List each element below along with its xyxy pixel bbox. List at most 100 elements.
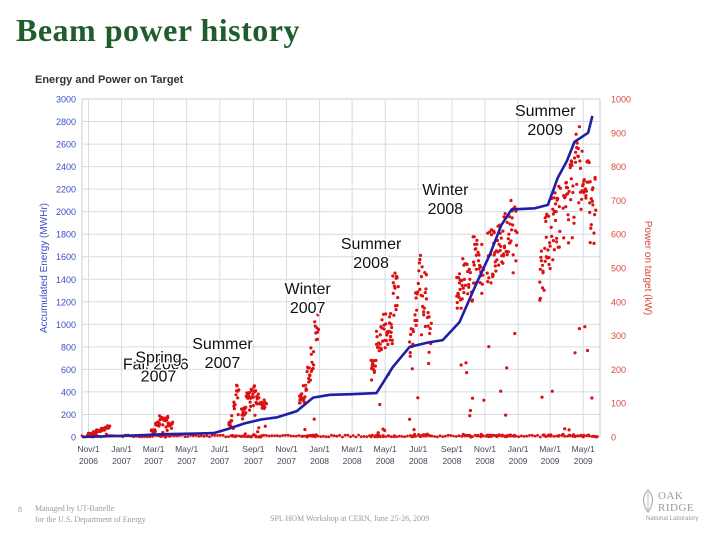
power-point bbox=[330, 433, 333, 437]
x-tick-label-line-1: Jan/1 bbox=[508, 444, 529, 454]
power-point bbox=[513, 331, 517, 336]
power-point bbox=[544, 219, 548, 224]
power-point bbox=[253, 413, 257, 417]
power-point bbox=[474, 247, 478, 251]
y-tick-label: 1600 bbox=[56, 252, 76, 262]
power-point bbox=[479, 265, 483, 269]
footer-left-line-1: Managed by UT-Battelle bbox=[35, 504, 115, 513]
power-point bbox=[548, 244, 552, 248]
power-point bbox=[452, 434, 455, 438]
power-point bbox=[415, 318, 419, 323]
annotation-label-line-2: 2007 bbox=[205, 355, 241, 372]
annotation-label-line-1: Fall 2006 bbox=[123, 356, 189, 373]
power-point bbox=[308, 374, 312, 378]
power-point bbox=[462, 277, 466, 281]
power-point bbox=[297, 434, 301, 437]
power-point bbox=[416, 281, 420, 286]
power-point bbox=[213, 433, 217, 437]
x-tick-label-line-1: Mar/1 bbox=[341, 444, 363, 454]
power-point bbox=[378, 402, 382, 407]
power-point bbox=[417, 261, 421, 265]
power-point bbox=[574, 150, 578, 154]
power-point bbox=[546, 214, 551, 218]
power-point bbox=[549, 225, 553, 229]
power-point bbox=[550, 389, 554, 393]
power-point bbox=[459, 306, 463, 310]
power-point bbox=[237, 434, 241, 438]
power-point bbox=[313, 320, 317, 324]
power-point bbox=[232, 434, 236, 438]
power-point bbox=[396, 285, 400, 289]
power-point bbox=[390, 342, 394, 346]
power-point bbox=[576, 154, 580, 159]
power-point bbox=[508, 222, 512, 226]
power-point bbox=[561, 206, 565, 210]
footer-left: Managed by UT-Battelle for the U.S. Depa… bbox=[35, 503, 146, 525]
power-point bbox=[394, 308, 398, 312]
power-point bbox=[256, 435, 260, 439]
power-point bbox=[387, 434, 390, 438]
power-point bbox=[374, 329, 379, 333]
power-point bbox=[408, 351, 412, 355]
power-point bbox=[540, 263, 545, 267]
power-point bbox=[383, 346, 387, 350]
power-point bbox=[507, 232, 511, 236]
power-point bbox=[227, 435, 230, 438]
footer-left-line-2: for the U.S. Department of Energy bbox=[35, 515, 146, 524]
annotation-label-line-2: 2008 bbox=[353, 255, 389, 272]
power-point bbox=[558, 186, 563, 190]
power-point bbox=[489, 233, 494, 237]
power-point bbox=[476, 433, 480, 437]
power-point bbox=[550, 234, 554, 238]
power-point bbox=[588, 180, 592, 184]
power-point bbox=[463, 283, 468, 287]
power-point bbox=[570, 160, 574, 164]
power-point bbox=[547, 433, 550, 437]
power-point bbox=[419, 333, 424, 337]
power-point bbox=[490, 435, 493, 438]
power-point bbox=[425, 434, 428, 438]
power-point bbox=[495, 258, 499, 262]
x-tick-label-line-2: 2006 bbox=[79, 456, 98, 466]
power-point bbox=[456, 276, 460, 280]
power-point bbox=[373, 434, 377, 438]
power-point bbox=[417, 269, 421, 273]
annotation-label-line-1: Spring bbox=[135, 350, 181, 367]
power-point bbox=[381, 435, 385, 439]
power-point bbox=[541, 433, 545, 437]
power-point bbox=[511, 271, 515, 275]
power-point bbox=[461, 286, 465, 290]
right-axis: 0 100 200 300 400 500 600 700 800 900 1000 bbox=[611, 95, 631, 443]
footer-center: SPL HOM Workshop at CERN, June 25-26, 20… bbox=[270, 514, 430, 523]
power-point bbox=[378, 435, 382, 439]
power-point bbox=[520, 434, 523, 438]
power-point bbox=[547, 255, 551, 260]
power-point bbox=[374, 358, 378, 363]
power-point bbox=[511, 223, 515, 227]
power-point bbox=[566, 218, 571, 222]
power-point bbox=[474, 267, 478, 271]
power-point bbox=[468, 408, 472, 413]
power-point bbox=[384, 322, 388, 326]
power-point bbox=[583, 325, 587, 329]
power-point bbox=[429, 321, 433, 325]
power-point bbox=[298, 401, 302, 405]
y-tick-label: 600 bbox=[61, 365, 76, 375]
power-point bbox=[312, 350, 316, 354]
power-point bbox=[506, 434, 510, 438]
power-point bbox=[491, 273, 495, 277]
power-point bbox=[466, 292, 470, 296]
power-point bbox=[251, 404, 255, 408]
power-point bbox=[376, 431, 380, 435]
x-tick-label-line-1: Nov/1 bbox=[275, 444, 297, 454]
power-point bbox=[305, 388, 309, 392]
power-point bbox=[592, 241, 596, 245]
power-point bbox=[199, 434, 203, 438]
power-point bbox=[577, 327, 582, 331]
power-point bbox=[221, 433, 225, 437]
power-point bbox=[487, 276, 491, 280]
power-point bbox=[428, 327, 432, 331]
power-point bbox=[249, 404, 253, 408]
power-point bbox=[552, 435, 556, 438]
